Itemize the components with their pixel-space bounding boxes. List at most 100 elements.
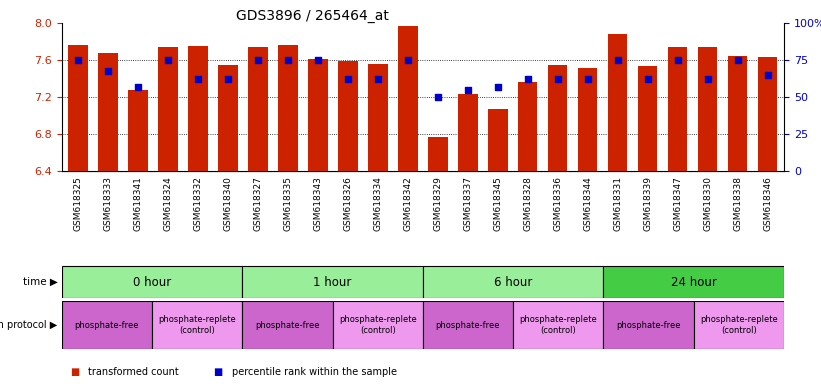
Text: GSM618332: GSM618332 bbox=[194, 176, 203, 231]
Point bbox=[102, 68, 115, 74]
Point bbox=[162, 57, 175, 63]
Text: GSM618346: GSM618346 bbox=[763, 176, 772, 231]
Point bbox=[282, 57, 295, 63]
Bar bbox=[218, 65, 238, 171]
Point bbox=[311, 57, 324, 63]
Text: GSM618328: GSM618328 bbox=[523, 176, 532, 231]
Text: 24 hour: 24 hour bbox=[671, 276, 717, 289]
Text: GSM618344: GSM618344 bbox=[583, 176, 592, 231]
Text: phosphate-free: phosphate-free bbox=[255, 321, 319, 329]
Text: GDS3896 / 265464_at: GDS3896 / 265464_at bbox=[236, 9, 388, 23]
Text: GSM618335: GSM618335 bbox=[283, 176, 292, 231]
Bar bbox=[638, 66, 658, 171]
Bar bbox=[68, 45, 88, 171]
Bar bbox=[128, 90, 148, 171]
Point bbox=[581, 76, 594, 83]
Text: GSM618347: GSM618347 bbox=[673, 176, 682, 231]
Text: GSM618341: GSM618341 bbox=[134, 176, 143, 231]
Text: GSM618325: GSM618325 bbox=[74, 176, 83, 231]
Point bbox=[761, 72, 774, 78]
Text: GSM618330: GSM618330 bbox=[703, 176, 712, 231]
Point bbox=[461, 87, 475, 93]
Point bbox=[71, 57, 85, 63]
Bar bbox=[603, 266, 784, 298]
Text: ■: ■ bbox=[213, 367, 222, 377]
Text: GSM618343: GSM618343 bbox=[314, 176, 323, 231]
Text: phosphate-free: phosphate-free bbox=[436, 321, 500, 329]
Bar bbox=[242, 266, 423, 298]
Point bbox=[521, 76, 534, 83]
Bar bbox=[62, 266, 242, 298]
Bar bbox=[423, 301, 513, 349]
Bar bbox=[338, 61, 358, 171]
Text: GSM618336: GSM618336 bbox=[553, 176, 562, 231]
Text: GSM618326: GSM618326 bbox=[343, 176, 352, 231]
Point bbox=[342, 76, 355, 83]
Bar bbox=[548, 65, 567, 171]
Point bbox=[131, 84, 144, 90]
Bar bbox=[428, 137, 447, 171]
Bar bbox=[518, 82, 538, 171]
Text: GSM618334: GSM618334 bbox=[374, 176, 383, 231]
Text: GSM618331: GSM618331 bbox=[613, 176, 622, 231]
Text: GSM618342: GSM618342 bbox=[403, 176, 412, 231]
Text: GSM618337: GSM618337 bbox=[463, 176, 472, 231]
Point bbox=[731, 57, 744, 63]
Bar bbox=[333, 301, 423, 349]
Bar bbox=[278, 45, 298, 171]
Text: phosphate-free: phosphate-free bbox=[617, 321, 681, 329]
Point bbox=[701, 76, 714, 83]
Text: 6 hour: 6 hour bbox=[494, 276, 532, 289]
Bar bbox=[62, 301, 152, 349]
Text: GSM618327: GSM618327 bbox=[254, 176, 263, 231]
Text: GSM618339: GSM618339 bbox=[643, 176, 652, 231]
Bar bbox=[608, 34, 627, 171]
Point bbox=[222, 76, 235, 83]
Bar bbox=[248, 47, 268, 171]
Text: percentile rank within the sample: percentile rank within the sample bbox=[232, 367, 397, 377]
Point bbox=[491, 84, 504, 90]
Point bbox=[641, 76, 654, 83]
Text: 1 hour: 1 hour bbox=[314, 276, 351, 289]
Text: phosphate-free: phosphate-free bbox=[75, 321, 139, 329]
Text: phosphate-replete
(control): phosphate-replete (control) bbox=[700, 316, 777, 335]
Point bbox=[371, 76, 384, 83]
Text: GSM618333: GSM618333 bbox=[103, 176, 112, 231]
Bar bbox=[488, 109, 507, 171]
Point bbox=[431, 94, 444, 100]
Text: phosphate-replete
(control): phosphate-replete (control) bbox=[158, 316, 236, 335]
Bar bbox=[99, 53, 117, 171]
Bar bbox=[152, 301, 242, 349]
Bar bbox=[308, 59, 328, 171]
Bar bbox=[668, 47, 687, 171]
Bar bbox=[698, 47, 718, 171]
Bar bbox=[188, 46, 208, 171]
Bar bbox=[398, 26, 418, 171]
Text: phosphate-replete
(control): phosphate-replete (control) bbox=[339, 316, 416, 335]
Bar bbox=[578, 68, 598, 171]
Text: GSM618345: GSM618345 bbox=[493, 176, 502, 231]
Bar bbox=[368, 64, 388, 171]
Text: growth protocol ▶: growth protocol ▶ bbox=[0, 320, 57, 330]
Bar bbox=[458, 94, 478, 171]
Bar bbox=[513, 301, 603, 349]
Bar bbox=[603, 301, 694, 349]
Bar bbox=[694, 301, 784, 349]
Bar bbox=[758, 57, 777, 171]
Point bbox=[671, 57, 684, 63]
Point bbox=[251, 57, 264, 63]
Text: time ▶: time ▶ bbox=[23, 277, 57, 287]
Point bbox=[401, 57, 415, 63]
Point bbox=[191, 76, 204, 83]
Text: GSM618324: GSM618324 bbox=[163, 176, 172, 231]
Text: GSM618340: GSM618340 bbox=[223, 176, 232, 231]
Text: phosphate-replete
(control): phosphate-replete (control) bbox=[520, 316, 597, 335]
Bar bbox=[728, 56, 747, 171]
Bar bbox=[423, 266, 603, 298]
Bar bbox=[158, 47, 177, 171]
Text: 0 hour: 0 hour bbox=[133, 276, 171, 289]
Text: GSM618338: GSM618338 bbox=[733, 176, 742, 231]
Point bbox=[551, 76, 564, 83]
Text: GSM618329: GSM618329 bbox=[433, 176, 443, 231]
Text: transformed count: transformed count bbox=[88, 367, 179, 377]
